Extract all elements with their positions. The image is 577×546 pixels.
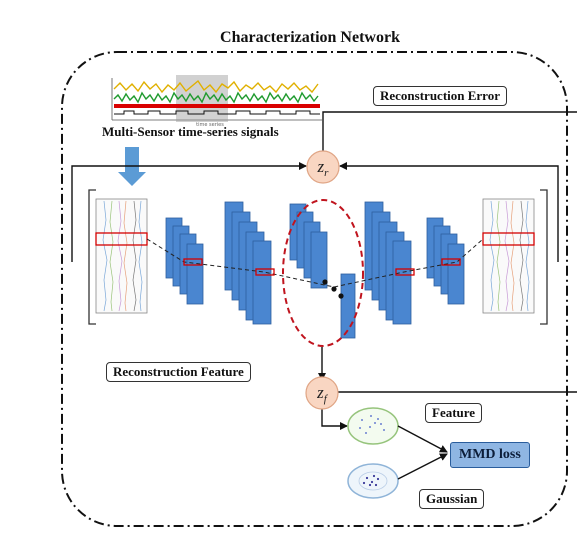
zf-subscript: f: [324, 393, 329, 405]
zf-to-feature-arrow: [321, 408, 348, 430]
decoder-layers: [364, 201, 465, 325]
gaussian-to-mmd-arrow: [397, 453, 448, 480]
output-window-box: [482, 232, 535, 246]
signal-line-yellow: [113, 79, 319, 94]
gaussian-label: Gaussian: [419, 489, 485, 509]
latent-dots: [322, 279, 344, 299]
encoder-layer: [186, 243, 204, 305]
left-bracket: [88, 189, 96, 325]
mmd-loss-box: MMD loss: [450, 442, 530, 468]
gaussian-distribution: [347, 463, 399, 499]
signal-axis-label: time series: [196, 122, 224, 128]
feature-to-mmd-arrow: [397, 425, 448, 453]
zr-node: zr: [306, 150, 340, 184]
zf-symbol: z: [316, 383, 324, 402]
bottleneck-layer: [340, 273, 356, 339]
encoder-layers: [165, 201, 328, 325]
input-signal-matrix: [95, 198, 148, 314]
diagram-title: Characterization Network: [220, 29, 400, 46]
reconstruction-error-label: Reconstruction Error: [373, 86, 507, 106]
signal-line-black: [114, 110, 320, 115]
loop-right-top: [339, 162, 559, 262]
network-border: [61, 51, 568, 527]
encoder-layer: [310, 231, 328, 289]
zr-symbol: z: [317, 157, 325, 176]
latent-region-ellipse: [282, 199, 364, 347]
signal-line-green: [113, 91, 319, 104]
decoder-layer: [447, 243, 465, 305]
decoder-layer: [392, 240, 412, 325]
svg-text:zf: zf: [316, 383, 329, 405]
receptive-field-boxes: [183, 258, 461, 276]
output-signal-matrix: [482, 198, 535, 314]
loop-left-top: [71, 162, 307, 262]
signal-thumbnail: time series: [111, 75, 322, 128]
signals-label: Multi-Sensor time-series signals: [102, 124, 279, 139]
zr-subscript: r: [324, 167, 329, 179]
right-bracket: [540, 189, 548, 325]
zf-node: zf: [305, 376, 339, 410]
encoder-layer: [252, 240, 272, 325]
feature-label: Feature: [425, 403, 483, 423]
svg-text:zr: zr: [317, 157, 330, 179]
reconstruction-feature-label: Reconstruction Feature: [106, 362, 251, 382]
error-output-line: [322, 111, 577, 152]
feature-distribution: [347, 407, 399, 445]
